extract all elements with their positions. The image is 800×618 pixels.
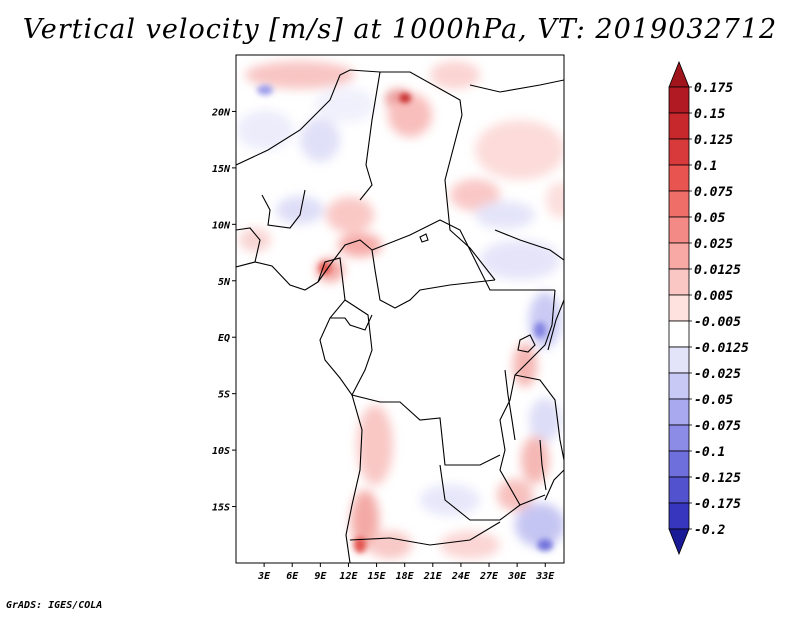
colorbar-label: 0.175: [694, 81, 733, 96]
lat-tick-label: 10N: [212, 220, 231, 231]
border-chad-sudan: [444, 114, 496, 281]
lake-tanganyika: [504, 369, 516, 441]
colorbar-label: 0.025: [694, 237, 733, 252]
latitude-axis: 20N 15N 10N 5N EQ 5S 10S 15S: [211, 107, 236, 514]
lon-tick-label: 33E: [535, 571, 555, 582]
border-west-small: [236, 227, 261, 263]
border-west-small-2: [261, 189, 306, 229]
colorbar-label: -0.05: [694, 393, 733, 408]
map-frame: [235, 54, 565, 564]
colorbar-label: 0.05: [694, 211, 725, 226]
colorbar-segment: [668, 268, 690, 296]
colorbar-segment: [668, 294, 690, 322]
border-niger-chad: [359, 71, 381, 201]
border-tanzania: [514, 374, 564, 461]
border-congo: [344, 299, 501, 466]
lon-tick-label: 15E: [368, 571, 387, 582]
colorbar-segment: [668, 398, 690, 426]
coastline-east-africa: [547, 299, 564, 351]
chart-title: Vertical velocity [m/s] at 1000hPa, VT: …: [22, 14, 778, 45]
colorbar-label: -0.005: [694, 315, 741, 330]
colorbar-label: 0.0125: [694, 263, 741, 278]
colorbar-label: -0.0125: [694, 341, 749, 356]
colorbar-label: 0.15: [694, 107, 725, 122]
border-gabon: [330, 314, 373, 331]
colorbar-segment: [668, 476, 690, 504]
colorbar-segment: [668, 112, 690, 140]
lat-tick-label: 10S: [212, 446, 230, 457]
colorbar-segment: [668, 372, 690, 400]
lat-tick-label: 15S: [212, 503, 230, 514]
colorbar-label: -0.1: [694, 445, 725, 460]
border-ethiopia-south: [494, 229, 564, 261]
lon-tick-label: 21E: [423, 571, 443, 582]
coastline-mozambique: [544, 469, 564, 501]
lon-tick-label: 30E: [507, 571, 527, 582]
lon-tick-label: 12E: [339, 571, 358, 582]
grads-credit: GrADS: IGES/COLA: [6, 600, 103, 611]
colorbar-label: 0.1: [694, 159, 717, 174]
colorbar-segment: [668, 216, 690, 244]
colorbar-segment: [668, 450, 690, 478]
colorbar-label: -0.125: [694, 471, 741, 486]
border-angola-zambia: [439, 464, 546, 521]
lat-tick-label: 15N: [212, 164, 231, 175]
lake-chad: [419, 233, 429, 243]
boundaries: [236, 69, 564, 563]
colorbar-segment: [668, 424, 690, 452]
lat-tick-label: EQ: [218, 333, 230, 344]
lat-tick-label: 5S: [218, 390, 230, 401]
colorbar-top-arrow: [668, 60, 690, 88]
colorbar-segment: [668, 346, 690, 374]
colorbar-segment: [668, 320, 690, 348]
colorbar-label: -0.075: [694, 419, 741, 434]
lake-victoria: [517, 334, 536, 353]
lat-tick-label: 20N: [211, 107, 231, 118]
border-sahel: [236, 69, 463, 166]
colorbar-segment: [668, 164, 690, 192]
colorbar-segment: [668, 86, 690, 114]
lon-tick-label: 3E: [257, 571, 271, 582]
lon-tick-label: 6E: [286, 571, 299, 582]
lon-tick-label: 27E: [479, 571, 499, 582]
border-nigeria: [317, 239, 496, 309]
lon-tick-label: 18E: [396, 571, 415, 582]
colorbar-label: 0.075: [694, 185, 733, 200]
border-east: [499, 289, 556, 506]
colorbar-bottom-arrow: [668, 528, 690, 556]
lake-malawi: [539, 439, 547, 491]
colorbar-label: 0.125: [694, 133, 733, 148]
lon-tick-label: 9E: [314, 571, 327, 582]
lon-tick-label: 24E: [451, 571, 471, 582]
lat-tick-label: 5N: [218, 277, 231, 288]
border-central-africa: [371, 219, 555, 291]
border-namibia: [349, 521, 501, 546]
colorbar-segment: [668, 138, 690, 166]
colorbar-segment: [668, 190, 690, 218]
colorbar-label: 0.005: [694, 289, 733, 304]
border-ethiopia: [469, 79, 564, 93]
velocity-field: [237, 61, 564, 559]
colorbar: 0.175 0.15 0.125 0.1 0.075 0.05 0.025 0.0125 0.0…: [668, 60, 749, 556]
longitude-axis: 3E 6E 9E 12E 15E 18E 21E 24E 27E 30E 33E: [257, 563, 555, 582]
colorbar-label: -0.175: [694, 497, 741, 512]
colorbar-segment: [668, 502, 690, 530]
colorbar-label: -0.025: [694, 367, 741, 382]
colorbar-label: -0.2: [694, 523, 725, 538]
colorbar-segment: [668, 242, 690, 270]
